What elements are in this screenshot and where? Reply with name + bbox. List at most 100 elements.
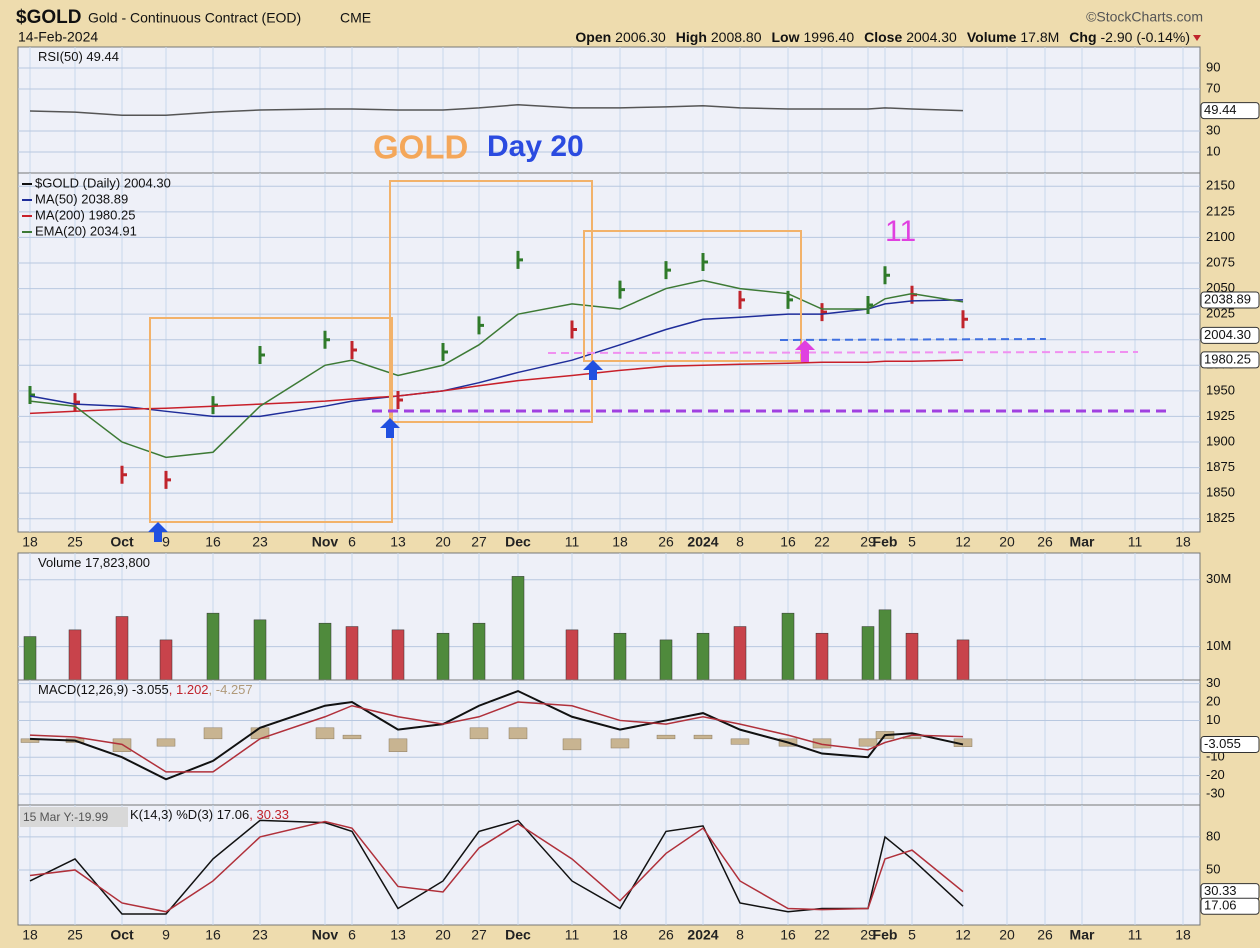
- x-tick-label: 22: [814, 534, 830, 550]
- x-tick-label: 13: [390, 927, 406, 943]
- price-bar: [258, 346, 265, 365]
- value-marker-label: 2038.89: [1204, 291, 1251, 306]
- x-tick-label: 18: [22, 534, 38, 550]
- x-tick-label: 20: [435, 534, 451, 550]
- x-tick-label: 23: [252, 927, 268, 943]
- annotation-gold: GOLD: [373, 129, 468, 166]
- y-tick-label: 10M: [1206, 638, 1231, 653]
- histogram-bar: [342, 734, 362, 740]
- price-bar: [120, 465, 127, 484]
- volume-bar: [511, 576, 525, 681]
- histogram-bar: [156, 738, 176, 747]
- x-tick-label: 6: [348, 927, 356, 943]
- y-tick-label: 90: [1206, 59, 1220, 74]
- y-tick-label: 1850: [1206, 485, 1235, 500]
- y-tick-label: -30: [1206, 785, 1225, 800]
- x-tick-label: 26: [1037, 927, 1053, 943]
- volume-bar: [956, 639, 970, 681]
- x-tick-label: 11: [565, 927, 580, 943]
- volume-bar: [781, 612, 795, 681]
- x-tick-label: 18: [612, 534, 628, 550]
- arrow: [583, 360, 603, 380]
- stat-label: Low: [772, 29, 800, 45]
- x-tick-label: 25: [67, 927, 83, 943]
- value-marker: [1200, 291, 1260, 309]
- legend-entry: $GOLD (Daily) 2004.30: [35, 175, 171, 190]
- source: ©StockCharts.com: [1086, 9, 1203, 25]
- histogram-bar: [388, 738, 408, 752]
- x-tick-label: 27: [471, 534, 487, 550]
- histogram-bar: [812, 738, 832, 749]
- price-bar: [477, 316, 484, 335]
- histogram-bar: [730, 738, 750, 745]
- histogram-bar: [610, 738, 630, 749]
- x-tick-label: 5: [908, 534, 916, 550]
- value-marker-label: 49.44: [1204, 102, 1237, 117]
- y-tick-label: 30M: [1206, 571, 1231, 586]
- histogram-bar: [508, 727, 528, 740]
- price-bar: [738, 290, 745, 309]
- price-bar: [883, 266, 890, 285]
- volume-bar: [861, 626, 875, 681]
- histogram-bar: [112, 738, 132, 752]
- stat-label: Close: [864, 29, 902, 45]
- y-tick-label: 1875: [1206, 459, 1235, 474]
- value-marker: [1200, 326, 1260, 344]
- x-tick-label: 26: [658, 927, 674, 943]
- value-marker: [1200, 351, 1260, 369]
- price-bar: [28, 385, 35, 404]
- x-tick-label: 9: [162, 534, 170, 550]
- price-bar: [570, 320, 577, 339]
- value-marker: [1200, 102, 1260, 120]
- panel-bg: [17, 46, 1201, 174]
- cursor-box: [20, 807, 128, 827]
- title-part: , 30.33: [249, 807, 289, 822]
- x-tick-label: Feb: [873, 927, 898, 943]
- price-bar: [323, 330, 330, 349]
- volume-bar: [206, 612, 220, 681]
- stat-value: 2004.30: [906, 29, 957, 45]
- histogram-bar: [562, 738, 582, 751]
- legend-entry: MA(200) 1980.25: [35, 207, 135, 222]
- stat-value: 1996.40: [804, 29, 855, 45]
- x-tick-label: 13: [390, 534, 406, 550]
- support-line: [779, 338, 1047, 341]
- y-tick-label: 2125: [1206, 203, 1235, 218]
- down-triangle: [1193, 35, 1201, 41]
- cursor-label: 15 Mar Y:-19.99: [23, 810, 108, 824]
- header: $GOLD Gold - Continuous Contract (EOD) C…: [16, 7, 1203, 45]
- volume-bar: [318, 622, 332, 681]
- x-tick-label: 5: [908, 927, 916, 943]
- volume-bar: [696, 632, 710, 681]
- volume-bar: [659, 639, 673, 681]
- x-tick-label: 2024: [687, 927, 718, 943]
- price-bar: [396, 391, 403, 410]
- x-tick-label: 11: [565, 534, 580, 550]
- x-tick-label: 2024: [687, 534, 718, 550]
- x-tick-label: 9: [162, 927, 170, 943]
- price-bar: [820, 303, 827, 322]
- x-tick-label: Dec: [505, 927, 531, 943]
- support-line: [547, 351, 1139, 354]
- x-tick-label: 16: [205, 927, 221, 943]
- price-bar: [73, 393, 80, 412]
- y-tick-label: 2025: [1206, 306, 1235, 321]
- box: [583, 230, 802, 362]
- volume-bar: [815, 632, 829, 681]
- series-line: [29, 299, 964, 418]
- price-bar: [866, 295, 873, 314]
- y-tick-label: 70: [1206, 80, 1220, 95]
- volume-bar: [253, 619, 267, 681]
- histogram-bar: [693, 734, 713, 740]
- volume-bar: [733, 626, 747, 681]
- date: 14-Feb-2024: [18, 29, 98, 45]
- value-marker-label: -3.055: [1204, 736, 1241, 751]
- title-part: Volume 17,823,800: [38, 555, 150, 570]
- x-tick-label: Mar: [1070, 534, 1095, 550]
- volume-bar: [436, 632, 450, 681]
- arrow: [380, 418, 400, 438]
- price-bar: [961, 310, 968, 329]
- x-tick-label: 12: [955, 927, 971, 943]
- annotations: GOLD Day 20 11 15 Mar Y:-19.99: [20, 129, 1168, 827]
- x-tick-label: Nov: [312, 927, 339, 943]
